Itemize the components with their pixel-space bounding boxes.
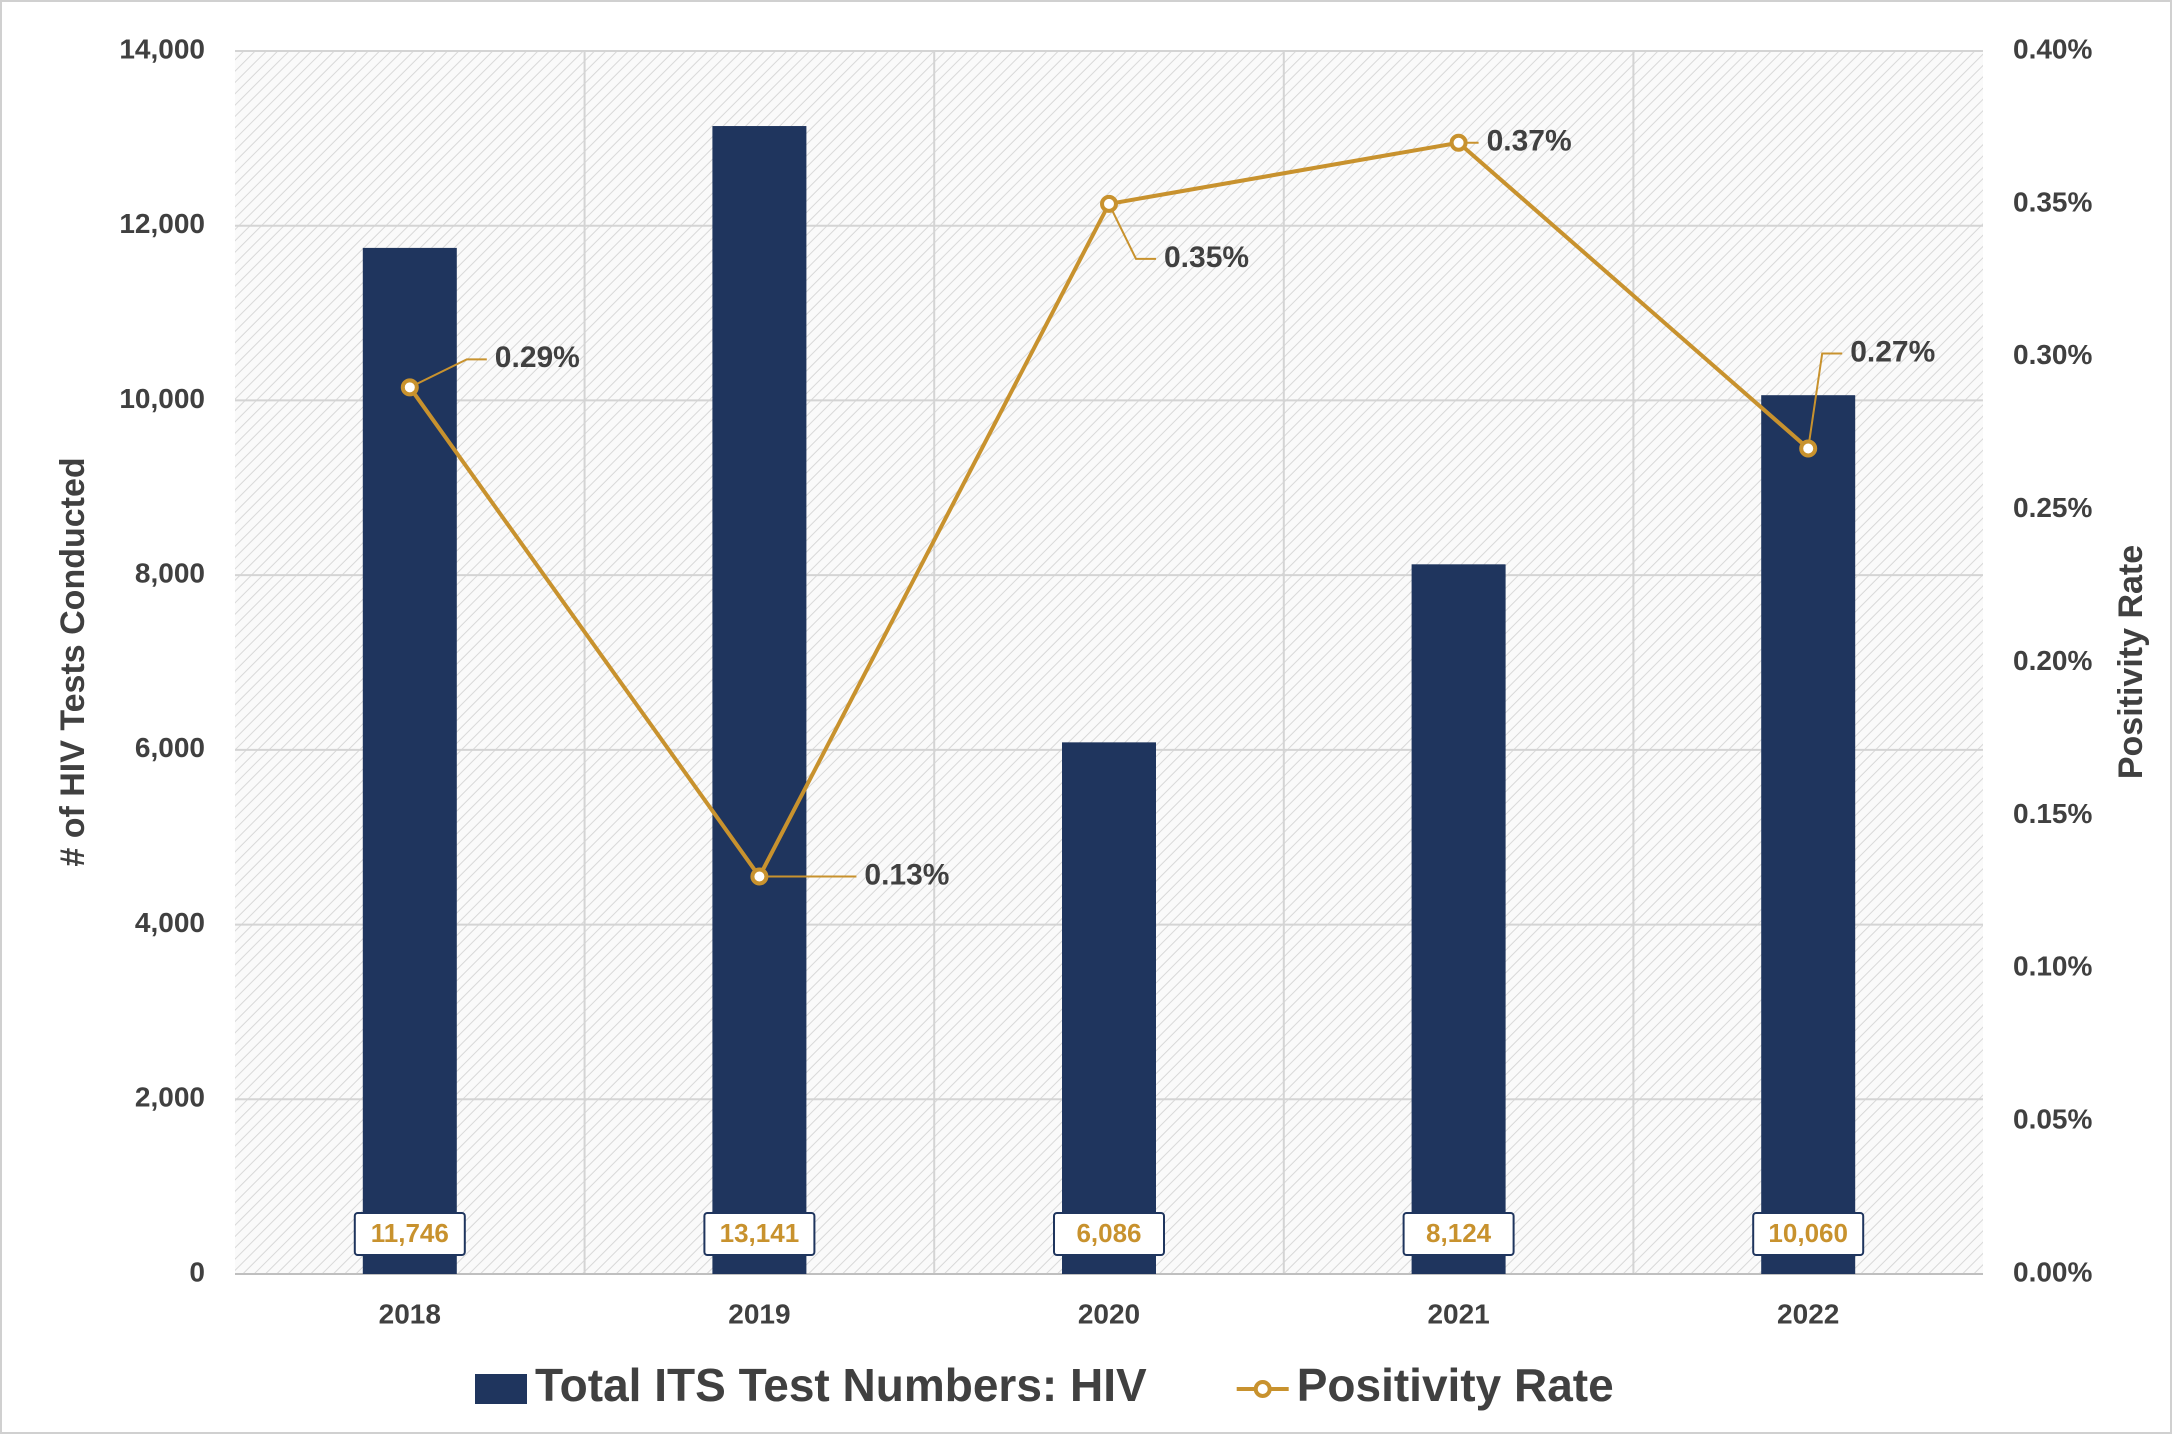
bar	[362, 247, 457, 1275]
y2-tick-label: 0.05%	[2013, 1104, 2092, 1135]
bar-label-box	[1402, 1212, 1515, 1256]
line-label: 0.29%	[495, 341, 580, 374]
y2-tick-label: 0.40%	[2013, 33, 2092, 64]
bar-label: 10,060	[1768, 1218, 1848, 1248]
y2-tick-label: 0.30%	[2013, 339, 2092, 370]
y-tick-label: 4,000	[135, 907, 205, 938]
y-tick-label: 10,000	[119, 383, 205, 414]
x-tick-label: 2019	[728, 1298, 790, 1329]
line-label: 0.27%	[1850, 335, 1935, 368]
line-point	[1449, 133, 1468, 152]
legend-marker	[1253, 1380, 1272, 1398]
leader-line	[409, 358, 487, 389]
bar	[712, 126, 807, 1274]
line-point	[750, 867, 769, 886]
bar-label-box	[353, 1212, 466, 1256]
bar	[1761, 395, 1856, 1274]
bar-label: 8,124	[1426, 1218, 1492, 1248]
y-tick-label: 6,000	[135, 732, 205, 763]
legend-label: Total ITS Test Numbers: HIV	[535, 1359, 1147, 1411]
y2-tick-label: 0.25%	[2013, 492, 2092, 523]
legend-label: Positivity Rate	[1297, 1359, 1614, 1411]
bar-label-box	[703, 1212, 816, 1256]
bar	[1062, 742, 1156, 1274]
bar-label-box	[1053, 1212, 1165, 1256]
y-tick-label: 12,000	[119, 208, 205, 239]
x-tick-label: 2022	[1777, 1298, 1839, 1329]
leader-line	[1108, 203, 1156, 260]
y-tick-label: 8,000	[135, 558, 205, 589]
x-tick-label: 2021	[1427, 1298, 1489, 1329]
bar-label-box	[1752, 1212, 1865, 1256]
line-label: 0.13%	[864, 858, 949, 891]
y2-tick-label: 0.10%	[2013, 951, 2092, 982]
line-label: 0.35%	[1164, 241, 1249, 274]
y-tick-label: 2,000	[135, 1082, 205, 1113]
y2-tick-label: 0.35%	[2013, 186, 2092, 217]
y2-axis-title: Positivity Rate	[2112, 545, 2150, 779]
x-tick-label: 2020	[1078, 1298, 1140, 1329]
line-label: 0.37%	[1487, 125, 1572, 158]
bar-label: 13,141	[720, 1218, 800, 1248]
y2-tick-label: 0.15%	[2013, 798, 2092, 829]
y-tick-label: 0	[189, 1256, 205, 1287]
y-tick-label: 14,000	[119, 33, 205, 64]
line-point	[1799, 439, 1818, 458]
y-axis-title: # of HIV Tests Conducted	[54, 457, 92, 866]
y2-tick-label: 0.00%	[2013, 1256, 2092, 1287]
bar-label: 11,746	[371, 1218, 449, 1248]
line-point	[1100, 194, 1118, 213]
bar-label: 6,086	[1076, 1218, 1141, 1248]
line-point	[400, 378, 419, 397]
y2-tick-label: 0.20%	[2013, 645, 2092, 676]
leader-line	[1807, 352, 1843, 449]
bar	[1411, 564, 1506, 1274]
x-tick-label: 2018	[379, 1298, 441, 1329]
legend-swatch	[475, 1374, 527, 1404]
